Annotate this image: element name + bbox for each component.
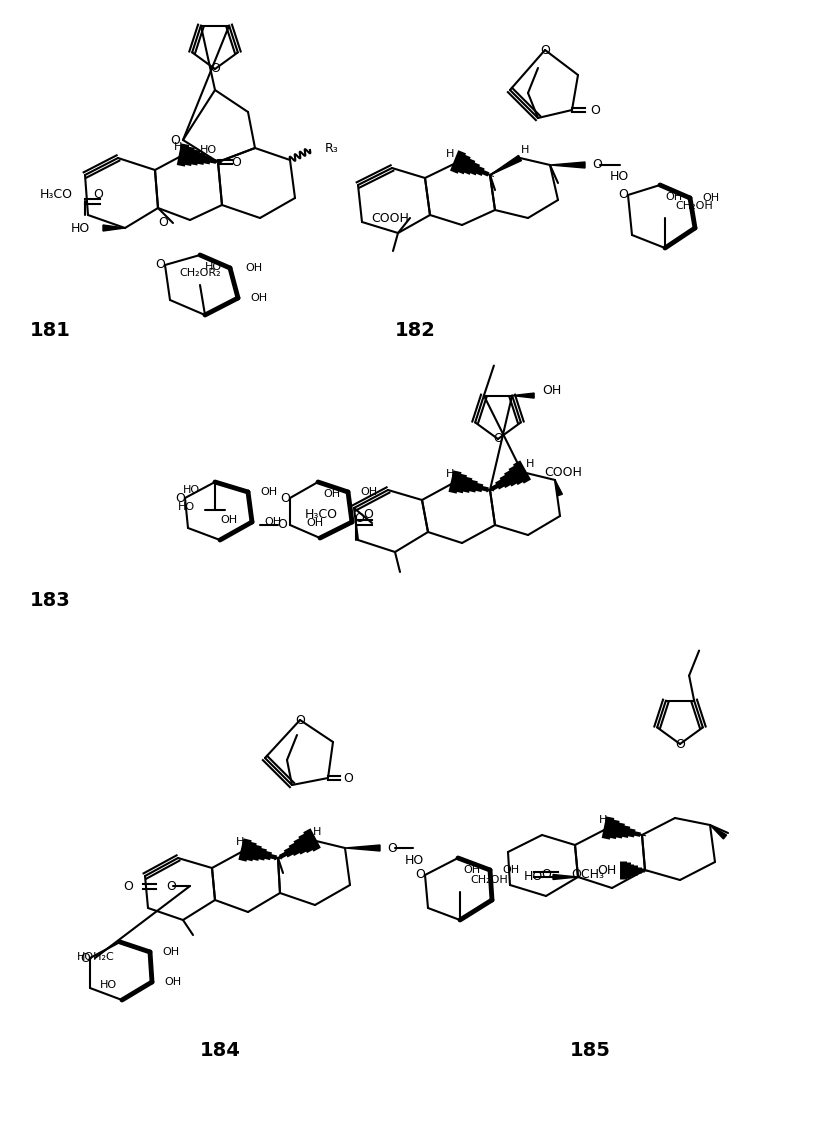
Text: O: O (210, 63, 220, 75)
Text: O: O (343, 772, 353, 784)
Text: HO: HO (100, 980, 117, 990)
Text: O: O (80, 951, 90, 965)
Text: OH: OH (543, 384, 562, 397)
Text: 181: 181 (30, 320, 71, 339)
Text: HO: HO (405, 854, 424, 866)
Text: O: O (354, 512, 364, 525)
Text: HO: HO (610, 170, 629, 184)
Text: OH: OH (702, 193, 719, 203)
Text: OH: OH (245, 263, 262, 273)
Text: O: O (675, 737, 685, 751)
Text: 184: 184 (200, 1040, 241, 1060)
Text: O: O (540, 43, 550, 56)
Text: O: O (363, 509, 373, 521)
Text: O: O (123, 879, 133, 893)
Text: OH: OH (250, 293, 267, 303)
Text: O: O (415, 869, 425, 881)
Text: HO: HO (178, 502, 195, 512)
Text: O: O (155, 258, 165, 272)
Text: O: O (493, 432, 503, 446)
Text: O: O (387, 841, 397, 855)
Polygon shape (555, 480, 562, 496)
Polygon shape (490, 155, 522, 175)
Polygon shape (710, 825, 727, 839)
Text: H: H (174, 142, 182, 152)
Text: OH: OH (164, 977, 181, 988)
Text: H: H (236, 837, 244, 847)
Text: HO: HO (71, 222, 90, 234)
Text: OH: OH (502, 865, 519, 876)
Text: OCH₃: OCH₃ (571, 868, 604, 880)
Text: O: O (277, 519, 287, 531)
Polygon shape (103, 225, 125, 231)
Polygon shape (345, 845, 380, 852)
Text: HO: HO (205, 262, 222, 272)
Text: R₃: R₃ (325, 142, 339, 154)
Text: H₃CO: H₃CO (40, 189, 73, 201)
Text: H₃CO: H₃CO (305, 509, 338, 521)
Text: OH: OH (665, 192, 682, 202)
Text: O: O (590, 104, 600, 117)
Text: 182: 182 (395, 320, 436, 339)
Text: HO: HO (523, 871, 543, 884)
Text: O: O (280, 491, 290, 504)
Text: H: H (526, 459, 534, 469)
Text: 185: 185 (570, 1040, 611, 1060)
Text: H: H (521, 145, 529, 155)
Text: O: O (618, 189, 628, 201)
Polygon shape (512, 393, 534, 398)
Text: COOH: COOH (371, 211, 409, 224)
Text: OH: OH (162, 948, 179, 957)
Text: OH: OH (220, 515, 237, 525)
Text: O: O (541, 868, 551, 880)
Text: CH₂OR₂: CH₂OR₂ (179, 267, 221, 278)
Text: O: O (592, 159, 602, 171)
Text: OH: OH (323, 489, 340, 499)
Polygon shape (553, 874, 578, 879)
Text: O: O (93, 189, 103, 201)
Text: OH: OH (264, 517, 281, 527)
Text: O: O (295, 713, 305, 727)
Text: COOH: COOH (544, 465, 582, 479)
Text: HO: HO (199, 145, 217, 155)
Text: O: O (170, 134, 180, 146)
Polygon shape (550, 162, 585, 168)
Text: O: O (231, 155, 241, 168)
Text: HOH₂C: HOH₂C (77, 952, 115, 962)
Text: H: H (599, 815, 607, 825)
Text: H: H (446, 469, 454, 479)
Text: OH: OH (463, 865, 480, 876)
Text: OH: OH (360, 487, 377, 497)
Text: OH: OH (307, 518, 323, 528)
Text: CH₂OH: CH₂OH (470, 876, 508, 885)
Text: 183: 183 (30, 591, 71, 609)
Text: O: O (175, 491, 185, 504)
Text: H: H (313, 828, 321, 837)
Text: O: O (166, 879, 176, 893)
Text: CH₂OH: CH₂OH (675, 201, 713, 211)
Text: HO: HO (183, 485, 200, 495)
Text: H: H (446, 149, 454, 159)
Text: OH: OH (598, 863, 617, 877)
Text: O: O (158, 216, 168, 230)
Text: OH: OH (260, 487, 277, 497)
